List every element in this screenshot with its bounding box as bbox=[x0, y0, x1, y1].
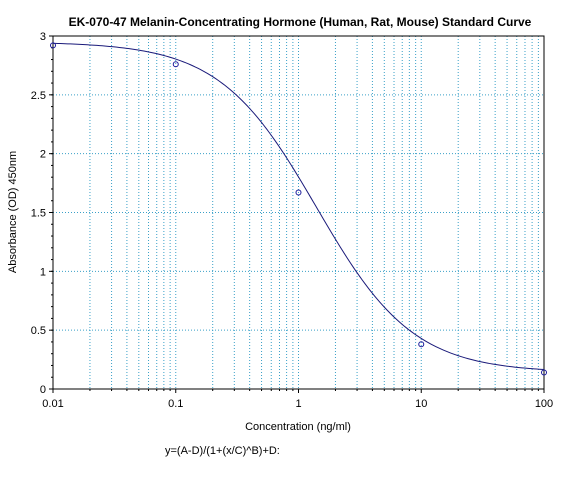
data-points bbox=[50, 42, 547, 376]
x-tick-label: 10 bbox=[415, 398, 427, 410]
data-point bbox=[295, 189, 302, 196]
x-tick-label: 1 bbox=[295, 398, 301, 410]
fit-curve bbox=[52, 42, 545, 371]
x-axis-label: Concentration (ng/ml) bbox=[245, 421, 351, 433]
y-tick-label: 1 bbox=[40, 266, 46, 278]
x-tick-labels: 0.01 0.1 1 10 100 bbox=[42, 398, 553, 410]
y-tick-label: 0 bbox=[40, 384, 46, 396]
data-point bbox=[418, 341, 425, 348]
y-tick-label: 2.5 bbox=[31, 90, 46, 102]
fit-equation: y=(A-D)/(1+(x/C)^B)+D: bbox=[165, 445, 280, 457]
data-point bbox=[50, 42, 56, 49]
data-point bbox=[541, 369, 547, 376]
axes bbox=[49, 35, 545, 393]
y-tick-label: 1.5 bbox=[31, 208, 46, 220]
x-tick-label: 0.1 bbox=[168, 398, 183, 410]
y-tick-label: 3 bbox=[40, 31, 46, 43]
grid-lines bbox=[53, 36, 544, 389]
y-tick-labels: 0 0.5 1 1.5 2 2.5 3 bbox=[31, 31, 46, 396]
x-tick-label: 0.01 bbox=[42, 398, 63, 410]
y-tick-label: 2 bbox=[40, 149, 46, 161]
data-point bbox=[172, 61, 179, 68]
chart-title: EK-070-47 Melanin-Concentrating Hormone … bbox=[69, 15, 532, 29]
y-tick-label: 0.5 bbox=[31, 325, 46, 337]
y-axis-label: Absorbance (OD) 450nm bbox=[7, 151, 19, 273]
x-tick-label: 100 bbox=[535, 398, 553, 410]
